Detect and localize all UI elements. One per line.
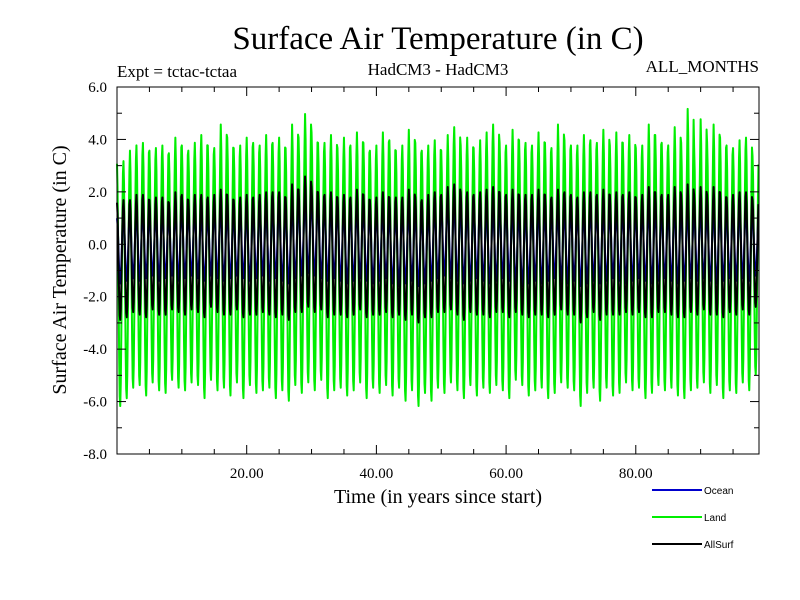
series-layer — [116, 107, 760, 408]
legend-label-land: Land — [704, 513, 726, 524]
y-tick-label: 2.0 — [88, 185, 107, 201]
y-tick-label: 6.0 — [88, 80, 107, 96]
legend-label-allsurf: AllSurf — [704, 540, 734, 551]
experiment-label: Expt = tctac-tctaa — [117, 62, 237, 81]
x-tick-label: 40.00 — [360, 466, 394, 482]
y-tick-label: -2.0 — [83, 290, 107, 306]
legend: Ocean Land AllSurf — [652, 486, 734, 551]
x-tick-label: 20.00 — [230, 466, 264, 482]
x-axis-label: Time (in years since start) — [334, 486, 542, 508]
model-label: HadCM3 - HadCM3 — [368, 60, 509, 79]
x-tick-label: 60.00 — [489, 466, 523, 482]
y-tick-label: -4.0 — [83, 342, 107, 358]
series-line-allsurf — [116, 175, 760, 324]
chart-title: Surface Air Temperature (in C) — [232, 21, 643, 57]
months-label: ALL_MONTHS — [646, 57, 759, 76]
y-tick-label: -8.0 — [83, 447, 107, 463]
y-tick-label: -6.0 — [83, 395, 107, 411]
axis-layer: 6.0 4.0 2.0 0.0 -2.0 -4.0 -6.0 -8.0 20.00 40.00 60… — [83, 80, 759, 482]
legend-label-ocean: Ocean — [704, 486, 733, 497]
x-tick-label: 80.00 — [619, 466, 653, 482]
y-axis-label: Surface Air Temperature (in C) — [49, 145, 71, 394]
series-line-land — [116, 107, 760, 408]
y-tick-label: 0.0 — [88, 237, 107, 253]
y-tick-label: 4.0 — [88, 132, 107, 148]
